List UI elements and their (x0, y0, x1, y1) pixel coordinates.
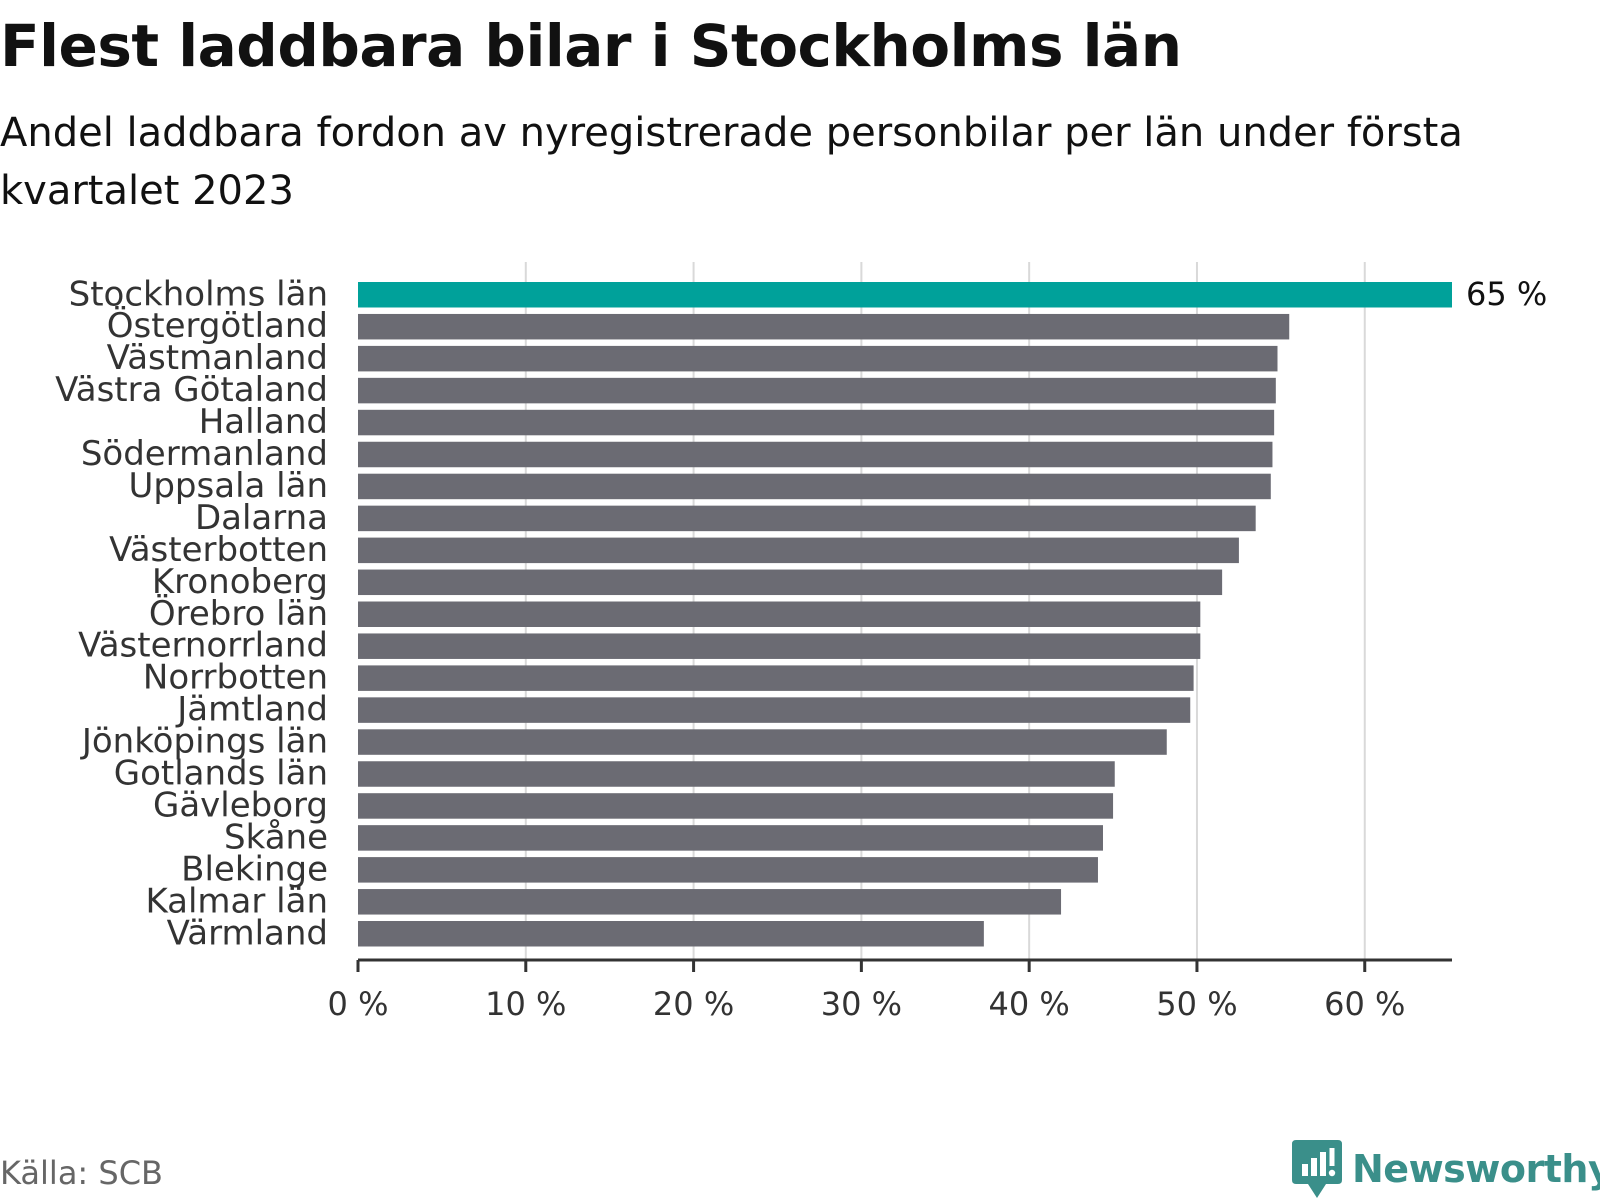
category-label: Örebro län (149, 593, 328, 634)
newsworthy-logo-icon (1292, 1140, 1342, 1198)
x-tick-label: 20 % (653, 985, 734, 1020)
bar (358, 601, 1201, 627)
bar (358, 825, 1103, 851)
category-label: Östergötland (107, 305, 328, 346)
category-label: Kalmar län (145, 881, 328, 921)
category-label: Jämtland (175, 690, 328, 730)
x-tick-label: 10 % (485, 985, 566, 1020)
bar (358, 889, 1062, 915)
category-label: Stockholms län (69, 274, 328, 314)
category-label: Västerbotten (109, 530, 328, 570)
category-label: Södermanland (81, 434, 328, 474)
x-tick-label: 30 % (821, 985, 902, 1020)
highlight-value-label: 65 % (1466, 275, 1547, 313)
category-label: Västra Götaland (55, 370, 328, 410)
bar-chart: Stockholms länÖstergötlandVästmanlandVäs… (55, 262, 1547, 1020)
bar (358, 473, 1271, 500)
category-label: Dalarna (195, 498, 328, 538)
x-tick-label: 50 % (1156, 985, 1237, 1020)
bar (358, 697, 1191, 723)
brand-name: Newsworthy (1352, 1147, 1600, 1191)
bar (358, 729, 1167, 755)
x-axis: 0 % 10 % 20 % 30 % 40 % 50 % 60 % (328, 958, 1452, 1020)
source-note: Källa: SCB (0, 1154, 163, 1192)
bar (358, 345, 1278, 372)
category-label: Skåne (224, 817, 328, 857)
bar (358, 377, 1276, 404)
bar (358, 537, 1239, 564)
bar (358, 441, 1273, 468)
bar (358, 793, 1114, 819)
x-tick-label: 40 % (989, 985, 1070, 1020)
category-label: Blekinge (181, 849, 328, 889)
category-label: Västmanland (107, 338, 328, 378)
category-label: Jönköpings län (80, 722, 328, 762)
chart-subtitle: Andel laddbara fordon av nyregistrerade … (0, 110, 1463, 214)
brand-logo: Newsworthy (1292, 1140, 1600, 1198)
x-tick-label: 0 % (328, 985, 389, 1020)
x-tick-label: 60 % (1324, 985, 1405, 1020)
category-label: Halland (199, 402, 328, 442)
bar (358, 761, 1115, 787)
bar (358, 921, 984, 947)
bar-highlight (358, 282, 1452, 308)
category-label: Norrbotten (143, 658, 328, 698)
category-label: Västernorrland (78, 626, 328, 666)
category-label: Kronoberg (152, 562, 328, 602)
bar (358, 665, 1194, 691)
category-label: Uppsala län (128, 466, 328, 506)
bar (358, 857, 1098, 883)
chart-title: Flest laddbara bilar i Stockholms län (0, 12, 1182, 80)
bar (358, 313, 1290, 340)
category-labels: Stockholms länÖstergötlandVästmanlandVäs… (55, 274, 1547, 953)
bar (358, 633, 1201, 659)
category-label: Gotlands län (114, 754, 328, 794)
bar (358, 409, 1275, 436)
bars (358, 282, 1452, 947)
category-label: Värmland (167, 913, 328, 953)
bar (358, 569, 1223, 596)
bar (358, 505, 1256, 532)
category-label: Gävleborg (153, 785, 328, 825)
